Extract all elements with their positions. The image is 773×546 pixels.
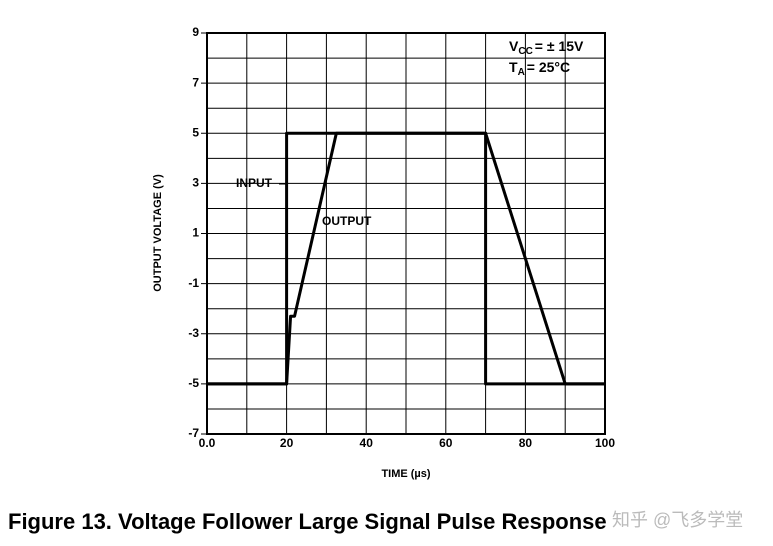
x-tick-label: 60 — [439, 436, 453, 450]
x-tick-label: 100 — [595, 436, 615, 450]
x-tick-label: 20 — [280, 436, 294, 450]
y-tick-label: 7 — [192, 75, 199, 89]
plot-frame — [206, 32, 606, 435]
symbol: T — [509, 59, 518, 75]
symbol: V — [509, 38, 519, 54]
value: = ± 15V — [535, 38, 584, 54]
series-label: OUTPUT — [322, 214, 372, 228]
value: = 25°C — [527, 59, 570, 75]
x-tick-label: 40 — [360, 436, 374, 450]
y-tick-label: -3 — [188, 326, 199, 340]
x-tick-label: 0.0 — [199, 436, 216, 450]
y-tick-label: 1 — [192, 226, 199, 240]
condition: VCC = ± 15V — [509, 38, 584, 57]
y-tick-label: 5 — [192, 125, 199, 139]
x-tick-label: 80 — [519, 436, 533, 450]
y-tick-label: -5 — [188, 376, 199, 390]
subscript: A — [518, 67, 525, 78]
y-tick-label: 3 — [192, 176, 199, 190]
y-axis-label: OUTPUT VOLTAGE (V) — [152, 174, 164, 292]
y-tick-label: -1 — [188, 276, 199, 290]
watermark: 知乎 @飞多学堂 — [612, 510, 743, 530]
x-axis-label: TIME (µs) — [381, 468, 430, 480]
y-tick-label: 9 — [192, 25, 199, 39]
y-tick-label: -7 — [188, 426, 199, 440]
condition: TA = 25°C — [509, 59, 570, 78]
series-line — [207, 131, 605, 386]
caption: Figure 13. Voltage Follower Large Signal… — [8, 509, 607, 534]
